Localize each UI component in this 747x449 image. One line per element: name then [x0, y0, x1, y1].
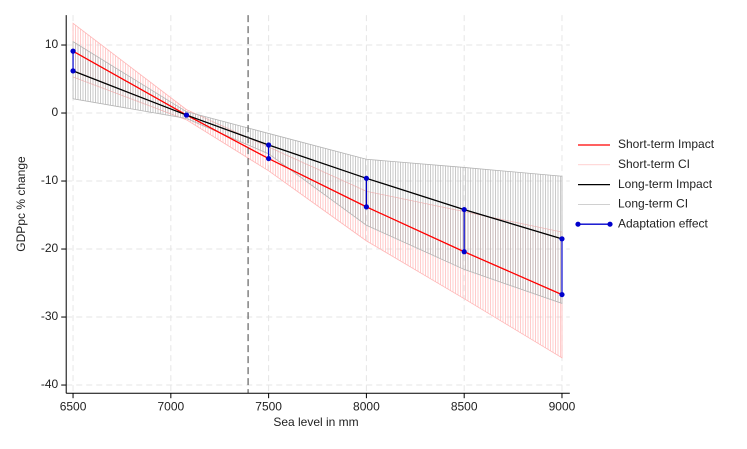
y-axis-label: GDPpc % change	[14, 156, 28, 252]
legend-dot	[575, 221, 581, 227]
x-tick-label: 8000	[353, 399, 380, 413]
legend-label: Short-term CI	[618, 157, 690, 171]
legend-label: Adaptation effect	[618, 216, 709, 230]
adaptation-dot	[363, 175, 370, 181]
adaptation-dot	[70, 48, 76, 54]
legend-label: Short-term Impact	[618, 137, 715, 151]
adaptation-dot	[266, 142, 272, 148]
x-tick-label: 6500	[60, 399, 87, 413]
adaptation-dot	[559, 236, 565, 242]
y-tick-label: -10	[41, 173, 59, 187]
adaptation-dot	[461, 206, 467, 213]
x-tick-label: 7500	[255, 399, 282, 413]
impact-line	[72, 50, 563, 296]
x-tick-label: 9000	[549, 399, 576, 413]
legend-label: Long-term Impact	[618, 177, 713, 191]
adaptation-dot	[266, 155, 272, 162]
x-tick-label: 8500	[451, 399, 478, 413]
y-tick-label: -40	[41, 377, 59, 391]
x-axis-label: Sea level in mm	[273, 415, 358, 429]
adaptation-dot	[363, 204, 370, 210]
y-tick-label: -30	[41, 309, 59, 323]
impact-line	[72, 70, 563, 240]
adaptation-dot	[461, 249, 467, 255]
confidence-band	[72, 40, 563, 304]
x-tick-label: 7000	[157, 399, 184, 413]
y-tick-label: -20	[41, 241, 59, 255]
adaptation-dot	[559, 291, 565, 298]
legend-label: Long-term CI	[618, 197, 688, 211]
adaptation-dot	[70, 68, 76, 74]
y-tick-label: 10	[45, 37, 59, 51]
legend-dot	[607, 221, 613, 227]
y-tick-label: 0	[52, 105, 59, 119]
adaptation-dot	[183, 112, 190, 118]
